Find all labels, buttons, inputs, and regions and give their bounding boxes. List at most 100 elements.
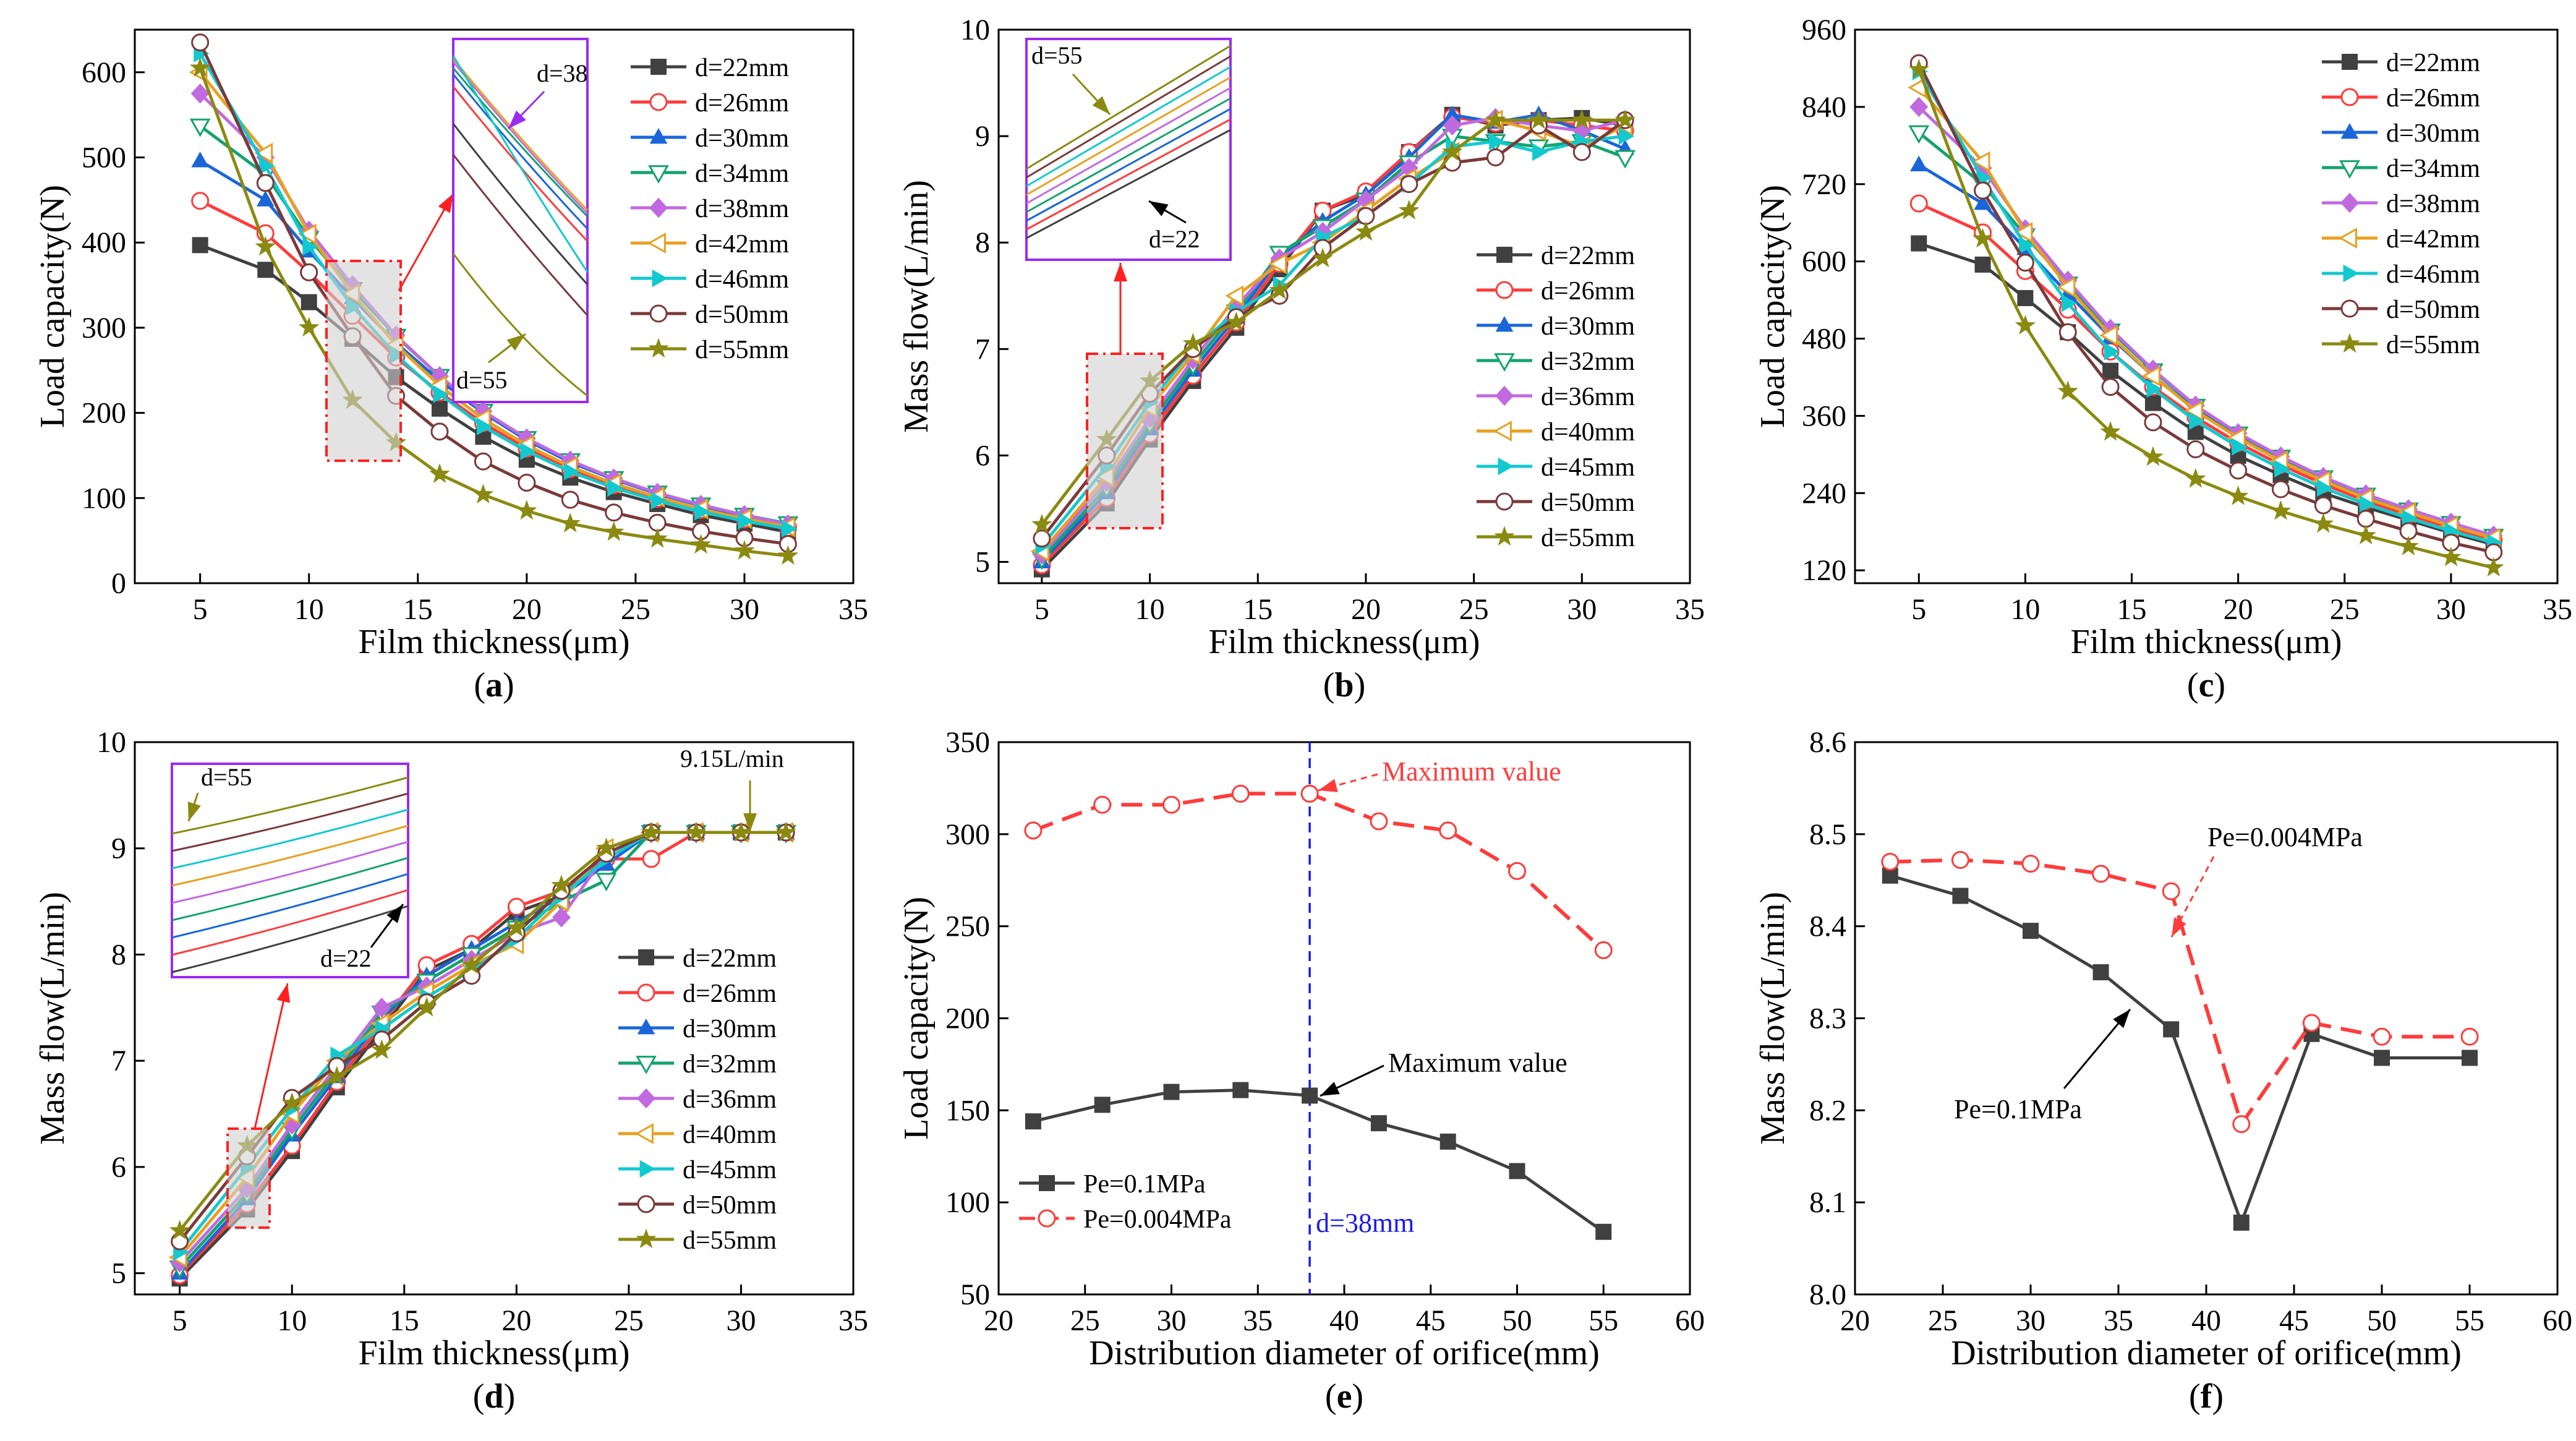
data-point: [650, 492, 667, 510]
legend-label: d=50mm: [2386, 296, 2480, 324]
plot-frame: [134, 28, 855, 584]
inset-curve: [171, 808, 409, 870]
x-tick-label: 30: [2436, 593, 2466, 626]
y-tick-label: 6: [111, 1151, 126, 1184]
y-tick-label: 8: [111, 938, 126, 971]
data-point: [2100, 421, 2121, 441]
legend-marker: [2343, 264, 2359, 283]
panel-label: (e): [1325, 1377, 1363, 1416]
inset-line: [1026, 97, 1231, 213]
data-point: [2373, 1027, 2391, 1046]
data-point: [2092, 865, 2110, 883]
data-point: [686, 821, 707, 842]
x-tick-label: 30: [1567, 593, 1597, 626]
data-point: [2229, 461, 2248, 480]
data-point: [2483, 557, 2504, 577]
data-point: [431, 400, 448, 417]
data-point: [595, 873, 617, 892]
inset-curve: [452, 74, 589, 230]
data-point: [1952, 887, 1969, 904]
data-point: [430, 422, 449, 441]
panel-label-letter: f: [2201, 1377, 2213, 1416]
data-point: [191, 192, 210, 210]
legend-label: d=30mm: [2386, 119, 2480, 148]
legend-label: d=30mm: [683, 1015, 777, 1043]
data-point: [2270, 500, 2292, 520]
data-point: [2356, 510, 2375, 528]
data-point: [1439, 821, 1457, 840]
y-tick-label: 120: [1802, 554, 1846, 587]
y-tick-label: 250: [945, 910, 990, 943]
x-tick-label: 60: [1675, 1304, 1705, 1337]
x-tick-label: 50: [1503, 1304, 1532, 1337]
legend-label: d=30mm: [1541, 312, 1635, 341]
max-label-pe0004: Maximum value: [1382, 756, 1561, 787]
y-tick-label: 9: [111, 832, 126, 865]
data-point: [2021, 854, 2040, 873]
panel-label-close: ): [504, 1377, 516, 1416]
x-axis-title: Distribution diameter of orifice(mm): [1089, 1334, 1600, 1372]
label-pe01: Pe=0.1MPa: [1954, 1094, 2082, 1124]
x-tick-label: 20: [2224, 593, 2253, 626]
data-point: [552, 907, 571, 928]
legend-marker: [2339, 160, 2360, 179]
data-point: [647, 528, 668, 548]
data-point: [734, 540, 755, 560]
data-point: [258, 157, 275, 175]
legend-marker: [1498, 457, 1514, 476]
data-point: [2162, 882, 2180, 900]
y-tick-label: 200: [82, 397, 126, 430]
data-point: [605, 503, 623, 522]
y-tick-label: 100: [82, 482, 126, 515]
legend-marker: [637, 1195, 655, 1213]
data-point: [507, 897, 526, 916]
data-point: [506, 917, 527, 937]
panel-label-letter: b: [1334, 666, 1354, 704]
legend-marker: [1494, 353, 1515, 372]
x-tick-label: 5: [193, 593, 208, 626]
panel-d: 5 10 15 20 25 30 35 5 6 7 8 9 10 Film thickness(μm) Ma…: [33, 726, 868, 1416]
legend-marker: [2340, 299, 2359, 318]
x-tick-label: 25: [621, 593, 650, 626]
y-tick-label: 7: [975, 333, 990, 366]
y-tick-label: 5: [111, 1257, 126, 1290]
legend-label: d=32mm: [1541, 348, 1635, 376]
data-point: [2460, 1027, 2479, 1046]
data-point: [2017, 289, 2034, 306]
panel-label: (b): [1323, 666, 1365, 704]
panel-label-letter: e: [1337, 1377, 1352, 1416]
data-point: [1312, 247, 1333, 268]
legend-label: Pe=0.1MPa: [1083, 1170, 1206, 1199]
legend-a: d=22mm d=26mm d=30mm d=34mm d=38mm d=42mm d=46…: [631, 54, 789, 364]
y-tick-label: 400: [82, 226, 126, 259]
y-tick-label: 360: [1802, 400, 1846, 432]
y-tick-label: 7: [111, 1045, 126, 1077]
x-tick-label: 20: [984, 1304, 1013, 1337]
legend-marker: [636, 1228, 657, 1249]
legend-marker: [1039, 1175, 1055, 1191]
data-point: [429, 463, 450, 483]
panel-label-close: ): [2214, 666, 2225, 704]
y-tick-label: 0: [111, 567, 126, 600]
data-point: [2355, 524, 2376, 545]
legend-label: d=36mm: [1541, 383, 1635, 411]
data-point: [2144, 413, 2162, 432]
y-tick-label: 500: [82, 142, 126, 174]
data-point: [1302, 1087, 1318, 1104]
legend-marker: [637, 1088, 655, 1109]
legend-marker: [652, 269, 668, 288]
y-axis-title: Load capacity(N): [33, 185, 72, 428]
data-point: [191, 152, 209, 168]
legend-marker: [2340, 88, 2359, 106]
data-point: [2462, 1050, 2478, 1066]
panel-e-annotations: Maximum value Maximum value: [1318, 756, 1567, 1097]
y-tick-label: 8.0: [1809, 1278, 1846, 1311]
inset-arrow-d38-head: [508, 110, 526, 129]
data-point: [518, 474, 536, 492]
legend-marker: [637, 983, 655, 1002]
data-point: [2302, 1014, 2321, 1032]
inset-arrow-d55-head: [506, 334, 526, 351]
legend-marker: [648, 338, 669, 358]
data-point: [607, 479, 623, 497]
legend-label: d=22mm: [1541, 242, 1635, 270]
